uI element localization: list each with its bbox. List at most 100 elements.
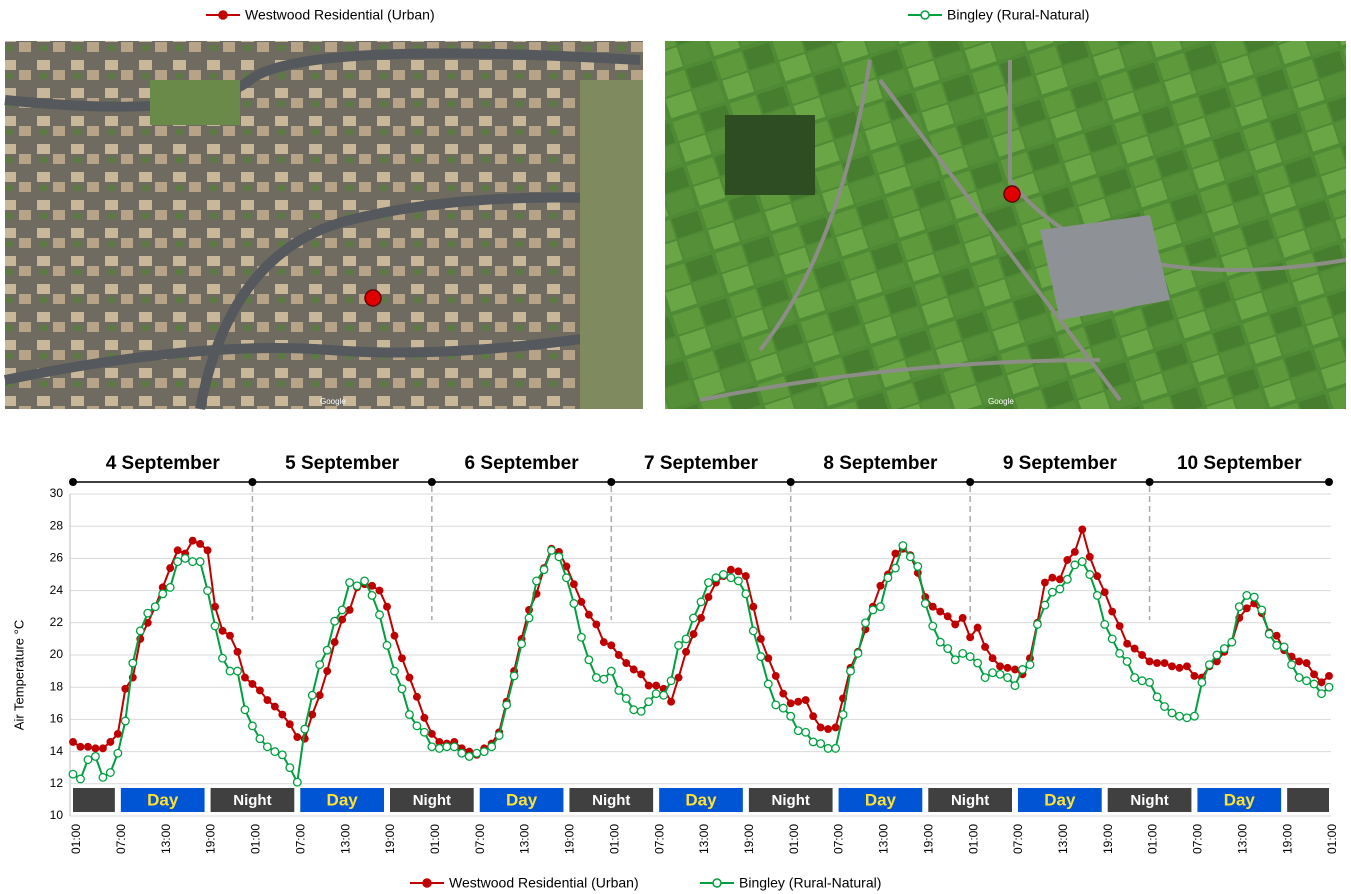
data-point xyxy=(533,577,541,585)
data-point xyxy=(780,690,787,697)
data-point xyxy=(764,680,772,688)
day-label: 5 September xyxy=(285,453,400,474)
x-tick-label: 19:00 xyxy=(383,824,397,854)
data-point xyxy=(1094,573,1101,580)
data-point xyxy=(107,739,114,746)
data-point xyxy=(914,563,922,571)
data-point xyxy=(1146,658,1153,665)
data-point xyxy=(1176,712,1184,720)
data-point xyxy=(166,584,174,592)
data-point xyxy=(271,748,279,756)
data-point xyxy=(346,607,353,614)
data-point xyxy=(92,753,100,761)
data-point xyxy=(1221,645,1229,653)
data-point xyxy=(398,685,406,693)
data-point xyxy=(667,677,675,685)
data-point xyxy=(1250,593,1258,601)
x-tick-label: 13:00 xyxy=(1235,824,1249,854)
data-point xyxy=(503,701,511,709)
data-point xyxy=(1280,643,1288,651)
data-point xyxy=(1168,709,1176,717)
data-point xyxy=(899,542,907,550)
data-point xyxy=(600,675,608,683)
data-point xyxy=(1169,663,1176,670)
period-label: Day xyxy=(865,790,897,809)
data-point xyxy=(952,621,959,628)
x-tick-label: 13:00 xyxy=(877,824,891,854)
y-axis-label: Air Temperature °C xyxy=(11,620,26,730)
data-point xyxy=(1057,576,1064,583)
data-point xyxy=(1109,608,1116,615)
data-point xyxy=(1191,673,1198,680)
data-point xyxy=(331,639,338,646)
data-point xyxy=(136,627,144,635)
data-point xyxy=(391,667,399,675)
y-tick-label: 20 xyxy=(50,647,64,661)
data-point xyxy=(1012,666,1019,673)
legend-marker xyxy=(713,879,721,887)
day-divider-dot xyxy=(966,478,974,486)
data-point xyxy=(578,633,586,641)
data-point xyxy=(151,603,159,611)
day-divider-dot xyxy=(607,478,615,486)
data-point xyxy=(1326,673,1333,680)
data-point xyxy=(1295,674,1303,682)
data-point xyxy=(286,764,294,772)
data-point xyxy=(309,711,316,718)
data-point xyxy=(750,603,757,610)
data-point xyxy=(421,728,429,736)
data-point xyxy=(1131,674,1139,682)
y-tick-label: 30 xyxy=(50,486,64,500)
data-point xyxy=(308,691,316,699)
data-point xyxy=(1311,671,1318,678)
data-point xyxy=(100,745,107,752)
data-point xyxy=(974,659,982,667)
data-point xyxy=(540,566,548,574)
day-divider-dot xyxy=(787,478,795,486)
data-point xyxy=(234,667,242,675)
data-point xyxy=(1310,680,1318,688)
rural-map: Google xyxy=(665,41,1346,409)
y-tick-label: 10 xyxy=(50,808,64,822)
data-point xyxy=(698,615,705,622)
y-tick-label: 14 xyxy=(50,744,64,758)
day-label: 7 September xyxy=(644,453,759,474)
data-point xyxy=(129,659,137,667)
data-point xyxy=(787,700,794,707)
period-label: Night xyxy=(233,792,271,809)
data-point xyxy=(122,717,130,725)
data-point xyxy=(167,565,174,572)
data-point xyxy=(1071,561,1079,569)
data-point xyxy=(197,541,204,548)
data-point xyxy=(660,691,668,699)
data-point xyxy=(586,611,593,618)
data-point xyxy=(293,778,301,786)
data-point xyxy=(1116,650,1124,658)
data-point xyxy=(92,745,99,752)
x-tick-label: 19:00 xyxy=(1280,824,1294,854)
data-point xyxy=(189,558,197,566)
x-tick-label: 13:00 xyxy=(338,824,352,854)
data-point xyxy=(839,711,847,719)
data-point xyxy=(929,603,936,610)
y-tick-label: 22 xyxy=(50,615,64,629)
data-point xyxy=(615,687,623,695)
data-point xyxy=(510,672,518,680)
data-point xyxy=(794,727,802,735)
data-point xyxy=(181,555,189,563)
data-point xyxy=(982,644,989,651)
data-point xyxy=(324,668,331,675)
data-point xyxy=(174,558,182,566)
data-point xyxy=(361,577,369,585)
data-point xyxy=(690,631,697,638)
data-point xyxy=(174,547,181,554)
x-tick-label: 01:00 xyxy=(69,824,83,854)
legend-label: Bingley (Rural-Natural) xyxy=(739,875,881,891)
data-point xyxy=(1019,666,1027,674)
data-point xyxy=(204,547,211,554)
data-point xyxy=(959,650,967,658)
data-point xyxy=(974,624,981,631)
data-point xyxy=(368,592,376,600)
data-point xyxy=(241,706,249,714)
data-point xyxy=(869,606,877,614)
